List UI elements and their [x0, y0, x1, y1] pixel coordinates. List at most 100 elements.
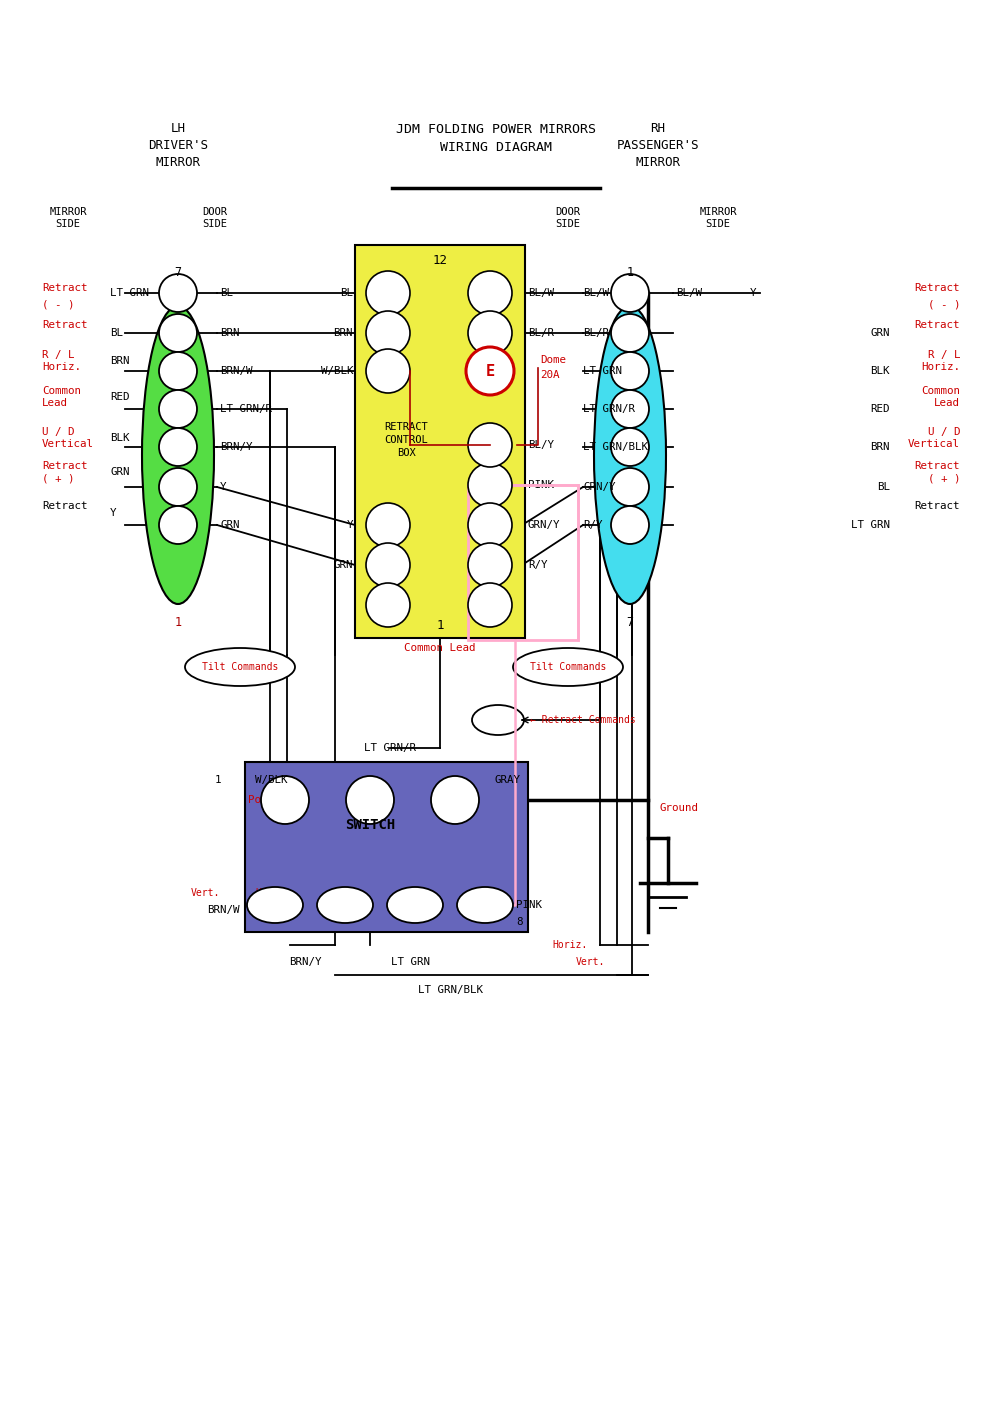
Text: DOOR
SIDE: DOOR SIDE: [556, 208, 580, 229]
Text: BL/R: BL/R: [583, 328, 609, 338]
Circle shape: [366, 271, 410, 316]
Circle shape: [611, 506, 649, 544]
Text: Retract: Retract: [915, 283, 960, 293]
Text: Retract: Retract: [915, 501, 960, 511]
Text: Horiz.: Horiz.: [921, 362, 960, 372]
Text: BL/W: BL/W: [528, 288, 554, 297]
Circle shape: [366, 543, 410, 586]
Text: RETRACT
CONTROL
BOX: RETRACT CONTROL BOX: [384, 422, 428, 459]
Text: ← Retract Commands: ← Retract Commands: [530, 716, 636, 725]
Text: 7: 7: [626, 616, 634, 629]
Text: LT GRN/R: LT GRN/R: [364, 744, 416, 753]
Text: BRN/W: BRN/W: [207, 905, 240, 915]
Text: Y: Y: [750, 288, 757, 297]
Text: BL/W: BL/W: [676, 288, 702, 297]
Text: GRN/Y: GRN/Y: [528, 521, 560, 530]
Circle shape: [468, 584, 512, 627]
Ellipse shape: [457, 887, 513, 923]
Text: BL/R: BL/R: [528, 328, 554, 338]
Text: Lead: Lead: [42, 398, 68, 408]
Text: GRN: GRN: [871, 328, 890, 338]
Text: LT GRN: LT GRN: [583, 366, 622, 376]
Bar: [245, 762, 528, 932]
Text: LT GRN/R: LT GRN/R: [583, 404, 635, 414]
Text: RED: RED: [110, 391, 130, 403]
Text: LT GRN/R: LT GRN/R: [220, 404, 272, 414]
Text: Retract: Retract: [915, 320, 960, 330]
Text: ( - ): ( - ): [928, 299, 960, 309]
Text: Tilt Commands: Tilt Commands: [530, 662, 606, 672]
Text: 20A: 20A: [540, 370, 559, 380]
Text: BRN: BRN: [333, 328, 353, 338]
Text: GRN: GRN: [110, 467, 130, 477]
Text: 1: 1: [626, 265, 634, 279]
Text: LT GRN/BLK: LT GRN/BLK: [418, 985, 482, 995]
Text: Retract: Retract: [915, 462, 960, 471]
Circle shape: [468, 543, 512, 586]
Text: BLK: BLK: [871, 366, 890, 376]
Text: 12: 12: [433, 254, 447, 267]
Text: DOOR
SIDE: DOOR SIDE: [202, 208, 227, 229]
Text: PINK: PINK: [516, 899, 542, 911]
Text: Retract: Retract: [42, 320, 87, 330]
Text: BL: BL: [110, 328, 123, 338]
Ellipse shape: [387, 887, 443, 923]
Circle shape: [159, 469, 197, 506]
Text: BRN: BRN: [220, 328, 239, 338]
Text: Common: Common: [42, 386, 81, 396]
Circle shape: [468, 271, 512, 316]
Text: Power: Power: [248, 796, 281, 805]
Ellipse shape: [513, 648, 623, 686]
Text: LT GRN: LT GRN: [391, 957, 430, 967]
Circle shape: [159, 314, 197, 352]
Text: Tilt Commands: Tilt Commands: [201, 662, 278, 672]
Text: BL/Y: BL/Y: [528, 441, 554, 450]
Text: W/BLK: W/BLK: [255, 774, 288, 786]
Text: BL: BL: [340, 288, 353, 297]
Circle shape: [468, 463, 512, 506]
Ellipse shape: [472, 704, 524, 735]
Text: U / D: U / D: [928, 427, 960, 436]
Circle shape: [611, 274, 649, 311]
Text: GRAY: GRAY: [494, 774, 520, 786]
Text: Vertical: Vertical: [42, 439, 94, 449]
Circle shape: [611, 352, 649, 390]
Circle shape: [611, 469, 649, 506]
Ellipse shape: [594, 306, 666, 605]
Text: Common Lead: Common Lead: [405, 643, 476, 652]
Text: GRN: GRN: [333, 560, 353, 570]
Circle shape: [159, 352, 197, 390]
Text: Vert.: Vert.: [575, 957, 605, 967]
Text: BRN/Y: BRN/Y: [220, 442, 253, 452]
Text: R / L: R / L: [928, 349, 960, 361]
Text: Retract: Retract: [42, 283, 87, 293]
Text: Vert.: Vert.: [190, 888, 220, 898]
Text: 1: 1: [436, 619, 443, 631]
Ellipse shape: [317, 887, 373, 923]
Text: Y: Y: [346, 521, 353, 530]
Text: MIRROR
SIDE: MIRROR SIDE: [699, 208, 737, 229]
Text: Common: Common: [921, 386, 960, 396]
Text: ( + ): ( + ): [928, 473, 960, 483]
Text: LT GRN: LT GRN: [110, 288, 149, 297]
Text: GRN: GRN: [220, 521, 239, 530]
Text: Vertical: Vertical: [908, 439, 960, 449]
Text: 7: 7: [175, 265, 182, 279]
Circle shape: [611, 314, 649, 352]
Circle shape: [366, 349, 410, 393]
Text: 1: 1: [215, 774, 221, 786]
Bar: [355, 246, 525, 638]
Text: BRN: BRN: [871, 442, 890, 452]
Text: BLK: BLK: [110, 434, 130, 443]
Circle shape: [159, 390, 197, 428]
Circle shape: [261, 776, 309, 824]
Text: LT GRN/BLK: LT GRN/BLK: [583, 442, 648, 452]
Text: BL/W: BL/W: [583, 288, 609, 297]
Text: BRN/W: BRN/W: [220, 366, 253, 376]
Circle shape: [366, 311, 410, 355]
Ellipse shape: [185, 648, 295, 686]
Text: BRN: BRN: [110, 356, 130, 366]
Text: 8: 8: [516, 918, 523, 927]
Text: BRN/Y: BRN/Y: [289, 957, 321, 967]
Text: SWITCH: SWITCH: [345, 818, 395, 832]
